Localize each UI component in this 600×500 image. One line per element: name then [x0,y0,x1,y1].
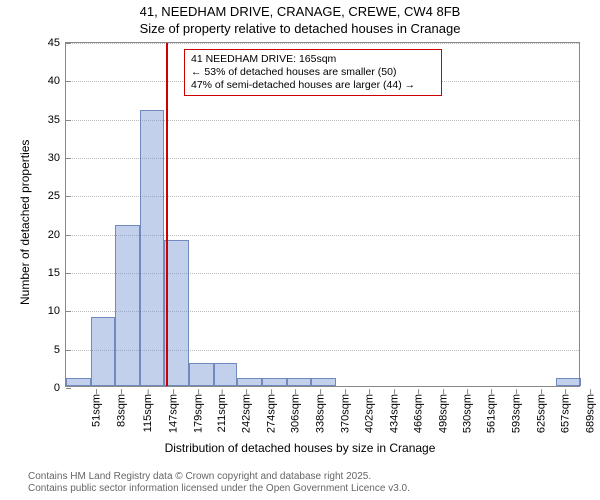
chart-title: 41, NEEDHAM DRIVE, CRANAGE, CREWE, CW4 8… [0,4,600,19]
y-tick: 10 [48,305,66,317]
y-tick: 20 [48,229,66,241]
x-tick: 274sqm [265,394,277,433]
gridline [66,43,579,44]
callout-line-2: ← 53% of detached houses are smaller (50… [191,66,435,79]
histogram-bar [262,378,287,386]
histogram-bar [140,110,165,386]
x-axis-label: Distribution of detached houses by size … [0,441,600,455]
x-tick: 338sqm [314,394,326,433]
y-tick: 30 [48,152,66,164]
x-tick: 115sqm [143,394,155,432]
callout-box: 41 NEEDHAM DRIVE: 165sqm ← 53% of detach… [184,49,442,96]
y-tick: 35 [48,114,66,126]
x-tick: 211sqm [216,394,228,432]
y-tick: 5 [54,344,66,356]
x-tick: 51sqm [91,394,103,427]
x-tick: 370sqm [339,394,351,433]
histogram-bar [66,378,91,386]
x-tick: 179sqm [192,394,204,433]
histogram-bar [189,363,214,386]
x-tick: 625sqm [535,394,547,433]
chart-subtitle: Size of property relative to detached ho… [0,21,600,36]
callout-line-1: 41 NEEDHAM DRIVE: 165sqm [191,53,435,66]
callout-line-3: 47% of semi-detached houses are larger (… [191,79,435,92]
histogram-bar [164,240,189,386]
footer-line-1: Contains HM Land Registry data © Crown c… [0,471,600,483]
footer: Contains HM Land Registry data © Crown c… [0,471,600,495]
x-tick: 466sqm [413,394,425,433]
histogram-bar [311,378,336,386]
x-tick: 402sqm [364,394,376,433]
y-tick: 25 [48,190,66,202]
y-axis-label: Number of detached properties [18,139,32,304]
x-tick: 689sqm [584,394,596,433]
y-tick: 45 [48,37,66,49]
x-tick: 530sqm [462,394,474,433]
x-tick: 498sqm [437,394,449,433]
histogram-bar [556,378,581,386]
histogram-bar [115,225,140,386]
histogram-bar [237,378,262,386]
histogram-bar [287,378,312,386]
footer-line-2: Contains public sector information licen… [0,483,600,495]
x-tick: 434sqm [388,394,400,433]
y-tick: 0 [54,382,66,394]
reference-line [166,43,168,386]
y-tick: 40 [48,75,66,87]
x-tick: 561sqm [486,394,498,433]
x-tick: 242sqm [241,394,253,433]
y-tick: 15 [48,267,66,279]
x-tick: 83sqm [115,394,127,427]
histogram-bar [91,317,116,386]
x-tick: 657sqm [560,394,572,433]
x-tick: 147sqm [168,394,180,433]
x-tick: 593sqm [510,394,522,433]
plot-area: 05101520253035404551sqm83sqm115sqm147sqm… [65,42,580,387]
x-tick: 306sqm [290,394,302,433]
chart-container: { "title": "41, NEEDHAM DRIVE, CRANAGE, … [0,0,600,500]
histogram-bar [214,363,238,386]
